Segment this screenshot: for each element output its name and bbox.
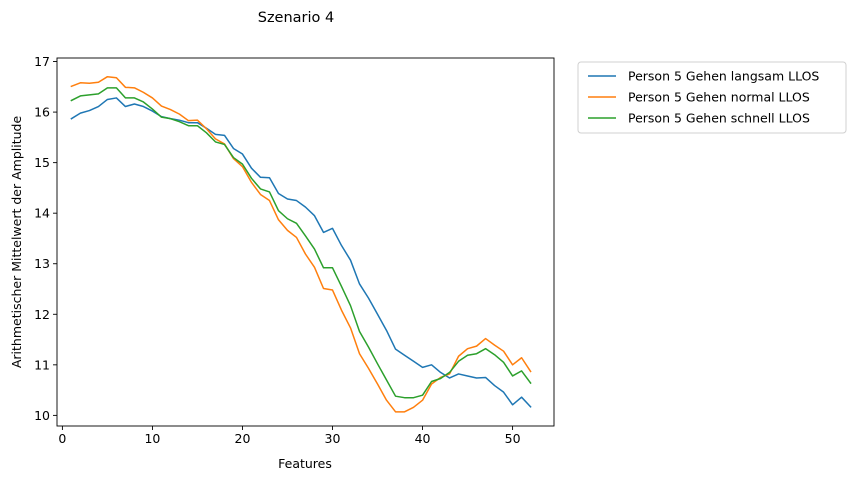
- plot-area: [56, 57, 555, 427]
- legend: Person 5 Gehen langsam LLOS Person 5 Gehe…: [577, 61, 847, 134]
- plot-frame: [56, 57, 555, 427]
- series-line-1: [70, 97, 532, 408]
- y-tick-label: 17: [34, 54, 50, 69]
- y-tick-label: 11: [34, 357, 50, 372]
- y-tick-label: 16: [34, 105, 50, 120]
- chart-title: Szenario 4: [258, 10, 335, 26]
- y-tick-label: 10: [34, 408, 50, 423]
- x-tick-label: 30: [325, 431, 341, 446]
- y-tick-label: 14: [34, 206, 50, 221]
- x-axis: 0 10 20 30 40 50: [58, 426, 521, 446]
- legend-frame: [577, 61, 847, 134]
- x-tick-label: 0: [58, 431, 66, 446]
- x-tick-label: 50: [505, 431, 521, 446]
- x-tick-label: 20: [235, 431, 251, 446]
- x-axis-label: Features: [278, 456, 332, 471]
- y-tick-label: 13: [34, 256, 50, 271]
- y-tick-label: 15: [34, 155, 50, 170]
- legend-label-3: Person 5 Gehen schnell LLOS: [628, 111, 810, 126]
- series-line-3: [70, 87, 532, 399]
- legend-label-1: Person 5 Gehen langsam LLOS: [628, 69, 819, 84]
- x-tick-label: 40: [415, 431, 431, 446]
- series-line-2: [70, 75, 532, 413]
- y-axis-label: Arithmetischer Mittelwert der Amplitude: [9, 116, 24, 369]
- series-layer: [70, 75, 532, 413]
- x-tick-label: 10: [144, 431, 160, 446]
- y-tick-label: 12: [34, 307, 50, 322]
- legend-label-2: Person 5 Gehen normal LLOS: [628, 90, 810, 105]
- y-axis: 10 11 12 13 14 15 16 17: [34, 54, 57, 423]
